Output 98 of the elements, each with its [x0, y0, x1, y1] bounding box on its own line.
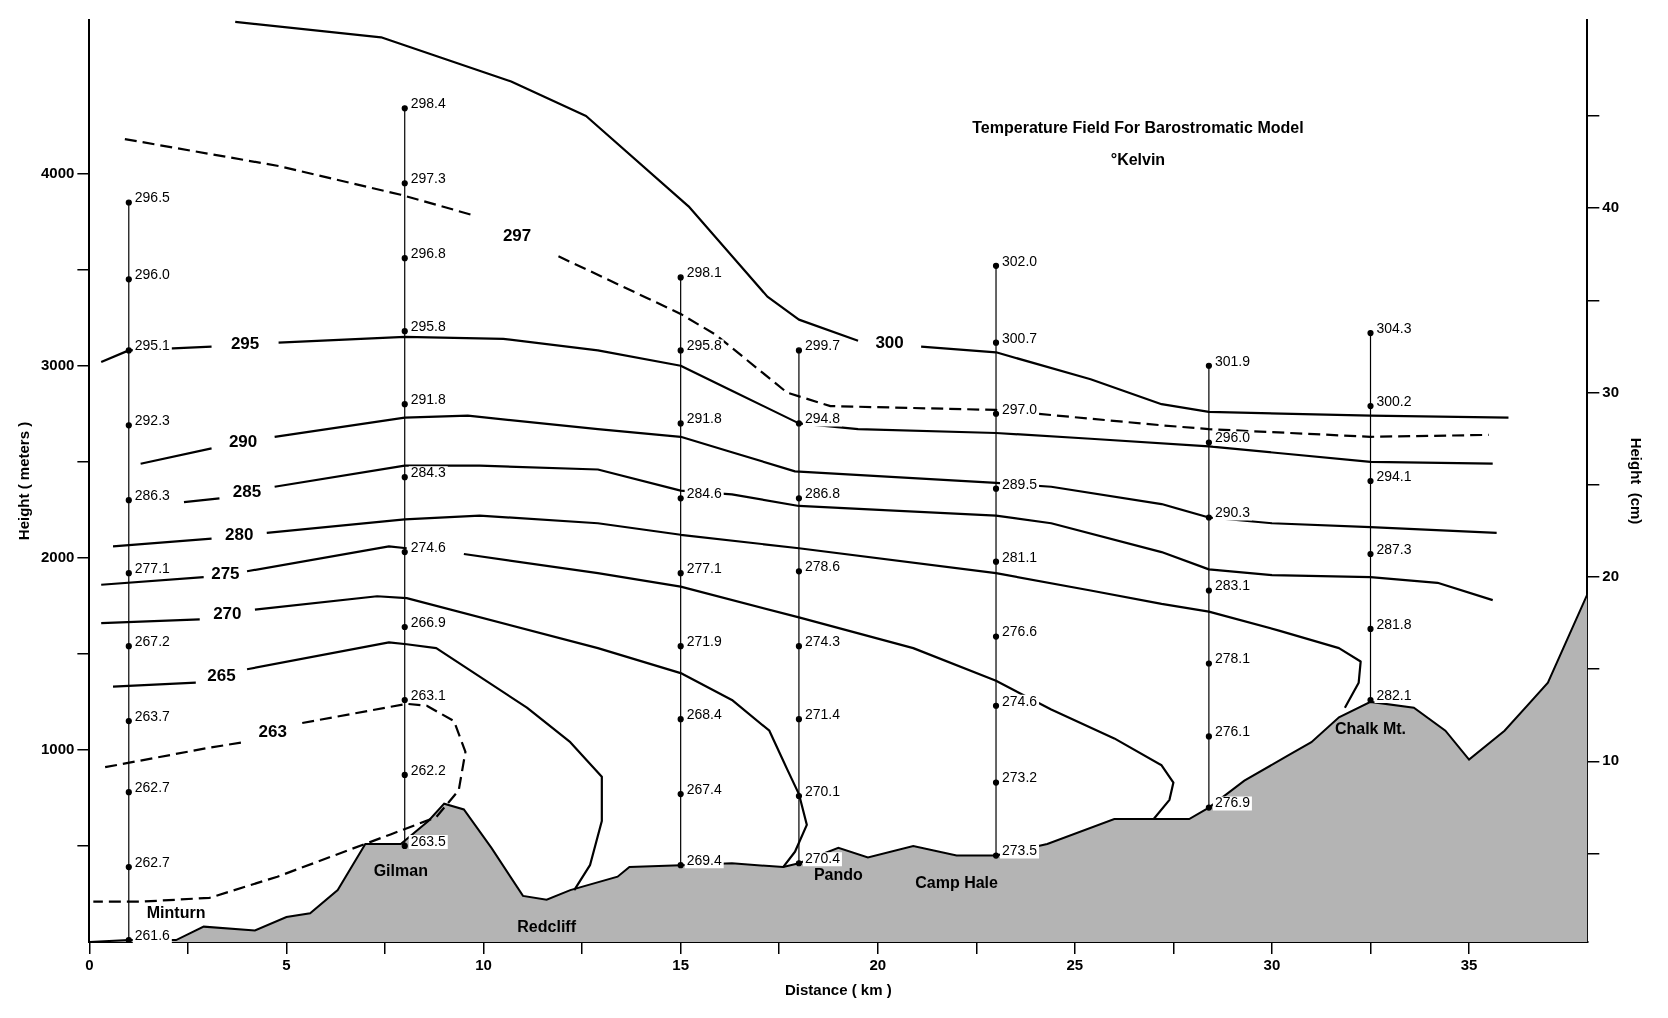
- annotation: 277.1: [134, 560, 171, 577]
- annotation: 273.5: [1002, 842, 1038, 859]
- annotation: 304.3: [1376, 319, 1412, 336]
- annotation: 274.3: [804, 633, 841, 650]
- annotation: 301.9: [1214, 352, 1251, 369]
- series-label: 270: [213, 604, 242, 624]
- x-tick-label: 35: [1460, 956, 1478, 974]
- annotation: 262.2: [410, 761, 446, 778]
- annotation: 270.4: [804, 850, 841, 867]
- annotation: 277.1: [686, 560, 722, 577]
- annotation: 278.6: [804, 558, 841, 575]
- series-label: 275: [211, 563, 240, 583]
- x-tick-label: 30: [1263, 956, 1281, 974]
- x-tick-label: 10: [475, 956, 492, 974]
- annotation: 291.8: [410, 391, 446, 408]
- annotation: 271.4: [804, 706, 841, 723]
- y2-tick-label: 40: [1602, 198, 1619, 216]
- annotation: 281.8: [1376, 615, 1412, 632]
- annotation: 295.1: [134, 337, 171, 354]
- series-label: 280: [224, 525, 254, 545]
- annotation: 298.1: [686, 264, 722, 281]
- y-tick-label: 3000: [40, 355, 75, 373]
- series-label: 263: [258, 722, 287, 742]
- y2-tick-label: 20: [1602, 567, 1619, 585]
- annotation: 295.8: [686, 337, 722, 354]
- annotation: 296.5: [134, 189, 171, 206]
- annotation: 295.8: [410, 318, 446, 335]
- annotation: Redcliff: [517, 918, 577, 936]
- annotation: Minturn: [146, 904, 206, 922]
- annotation: 267.4: [686, 780, 722, 797]
- x-tick-label: 20: [869, 956, 887, 974]
- x-tick-label: 0: [85, 956, 94, 974]
- y2-axis-title: Height (cm): [1627, 437, 1645, 525]
- annotation: 286.8: [804, 485, 841, 502]
- annotation: 287.3: [1376, 540, 1412, 557]
- annotation: 284.3: [410, 464, 446, 481]
- annotation: 274.6: [410, 538, 446, 555]
- annotation: 270.1: [804, 782, 841, 799]
- annotation: 298.4: [410, 95, 446, 112]
- annotation: 294.1: [1376, 467, 1412, 484]
- annotation: 292.3: [134, 412, 171, 429]
- series-label: 297: [502, 225, 532, 245]
- annotation: 276.1: [1214, 723, 1251, 740]
- y-axis-title: Height ( meters ): [15, 421, 33, 541]
- annotation: 266.9: [410, 613, 446, 630]
- annotation: 263.7: [134, 707, 171, 724]
- series-label: 290: [228, 432, 258, 452]
- annotation: 296.0: [134, 266, 171, 283]
- text: Temperature Field For Barostromatic Model: [972, 119, 1304, 137]
- y2-tick-label: 10: [1602, 751, 1619, 769]
- x-tick-label: 15: [672, 956, 690, 974]
- annotation: 284.6: [686, 485, 722, 502]
- annotation: 271.9: [686, 633, 722, 650]
- y-tick-label: 2000: [40, 547, 75, 565]
- annotation: 302.0: [1002, 252, 1038, 269]
- annotation: 267.2: [134, 633, 171, 650]
- annotation: 262.7: [134, 853, 171, 870]
- annotation: Camp Hale: [915, 873, 999, 891]
- series-label: 295: [230, 334, 260, 354]
- y-tick-label: 1000: [40, 740, 75, 758]
- annotation: 299.7: [804, 337, 841, 354]
- annotation: 263.5: [410, 832, 446, 849]
- annotation: 263.1: [410, 686, 446, 703]
- x-tick-label: 5: [282, 956, 291, 974]
- annotation: Chalk Mt.: [1334, 720, 1407, 738]
- series-label: 300: [875, 333, 904, 353]
- annotation: 274.6: [1002, 692, 1038, 709]
- y2-tick-label: 30: [1602, 382, 1619, 400]
- annotation: 300.2: [1376, 392, 1412, 409]
- annotation: 276.9: [1214, 794, 1251, 811]
- annotation: 297.0: [1002, 400, 1038, 417]
- annotation: 282.1: [1376, 686, 1412, 703]
- annotation: 286.3: [134, 487, 171, 504]
- annotation: 296.0: [1214, 429, 1251, 446]
- series-label: 285: [232, 482, 262, 502]
- annotation: 289.5: [1002, 475, 1038, 492]
- x-tick-label: 25: [1066, 956, 1084, 974]
- annotation: 278.1: [1214, 650, 1251, 667]
- y-tick-label: 4000: [40, 163, 75, 181]
- annotation: 283.1: [1214, 577, 1251, 594]
- annotation: 297.3: [410, 170, 446, 187]
- annotation: 290.3: [1214, 504, 1251, 521]
- annotation: 281.1: [1002, 548, 1038, 565]
- annotation: 261.6: [134, 926, 171, 943]
- annotation: 300.7: [1002, 329, 1038, 346]
- annotation: Gilman: [373, 862, 428, 880]
- x-axis-title: Distance ( km ): [784, 981, 892, 999]
- annotation: 296.8: [410, 245, 446, 262]
- annotation: 268.4: [686, 706, 722, 723]
- annotation: Pando: [813, 866, 864, 884]
- text: °Kelvin: [1110, 150, 1166, 168]
- annotation: 273.2: [1002, 769, 1038, 786]
- annotation: 276.6: [1002, 623, 1038, 640]
- annotation: 262.7: [134, 779, 171, 796]
- annotation: 291.8: [686, 410, 722, 427]
- annotation: 269.4: [686, 852, 722, 869]
- annotation: 294.8: [804, 410, 841, 427]
- series-label: 265: [207, 665, 236, 685]
